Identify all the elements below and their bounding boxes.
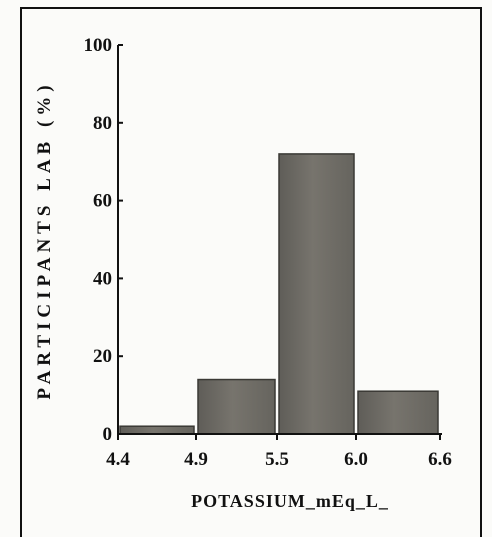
bars-layer	[119, 153, 439, 435]
y-tick-label-40: 40	[93, 268, 112, 289]
x-tick-label-4.9: 4.9	[184, 449, 208, 470]
y-tick-label-20: 20	[93, 346, 112, 367]
x-tick-label-6.0: 6.0	[344, 449, 368, 470]
histogram-bar-4	[357, 390, 439, 435]
histogram-bar-2	[197, 378, 276, 435]
figure-frame	[20, 7, 482, 537]
x-tick-label-4.4: 4.4	[106, 449, 130, 470]
x-ticks: 4.4 4.9 5.5 6.0 6.6	[106, 434, 452, 470]
y-axis-title: PARTICIPANTS LAB (%)	[34, 80, 55, 399]
y-ticks: 0 20 40 60 80 100	[84, 35, 123, 445]
histogram-bar-1	[119, 425, 195, 435]
y-tick-label-60: 60	[93, 191, 112, 212]
y-tick-label-100: 100	[84, 35, 113, 56]
y-tick-label-0: 0	[103, 424, 113, 445]
x-tick-label-6.6: 6.6	[428, 449, 452, 470]
x-axis-title: POTASSIUM_mEq_L_	[191, 491, 389, 511]
x-tick-label-5.5: 5.5	[265, 449, 289, 470]
y-tick-label-80: 80	[93, 113, 112, 134]
histogram-bar-3	[278, 153, 355, 435]
